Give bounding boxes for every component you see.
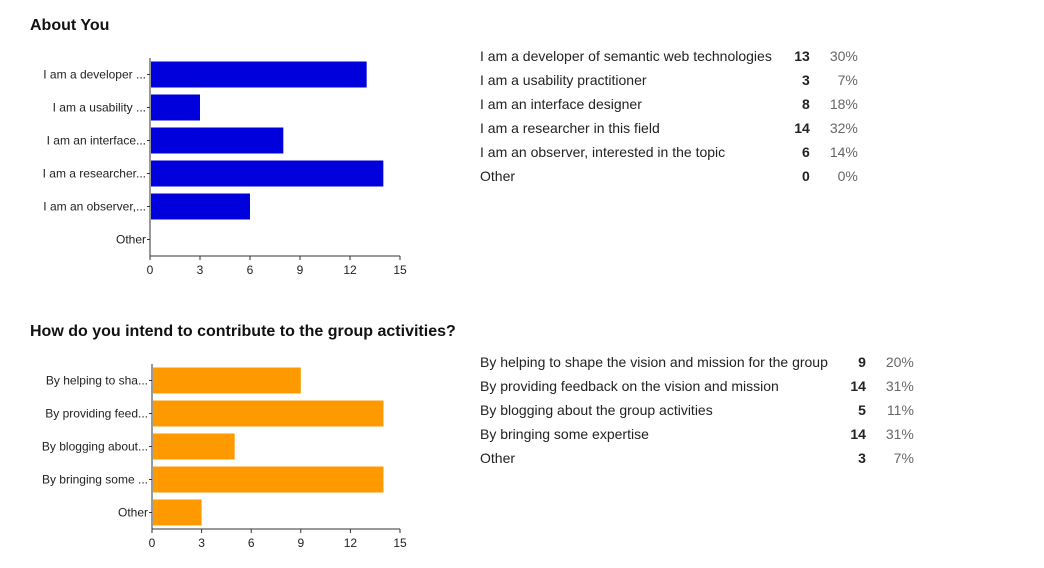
summary-count: 14	[850, 378, 866, 394]
x-tick-label: 9	[297, 536, 304, 550]
bar	[153, 466, 384, 493]
category-label: Other	[116, 233, 146, 247]
contribution-bar-chart: By helping to sha... By providing feed...…	[42, 364, 407, 550]
summary-count: 9	[858, 354, 866, 370]
summary-label: By bringing some expertise	[480, 426, 649, 442]
summary-percent: 14%	[829, 144, 858, 160]
category-label: By providing feed...	[45, 407, 148, 421]
category-label: Other	[118, 506, 148, 520]
x-tick-label: 15	[393, 263, 407, 277]
category-label: I am a usability ...	[53, 101, 146, 115]
summary-count: 5	[858, 402, 866, 418]
x-tick-label: 12	[344, 536, 358, 550]
summary-row: Other 0 0%	[480, 164, 858, 188]
summary-label: I am a developer of semantic web technol…	[480, 48, 772, 64]
summary-percent: 18%	[829, 96, 858, 112]
summary-label: I am an observer, interested in the topi…	[480, 144, 726, 160]
x-tick-label: 9	[297, 263, 304, 277]
summary-row: By providing feedback on the vision and …	[480, 374, 914, 398]
summary-percent: 11%	[886, 402, 914, 418]
summary-row: Other 3 7%	[480, 446, 914, 470]
summary-row: By helping to shape the vision and missi…	[480, 350, 914, 374]
summary-row: By blogging about the group activities 5 1…	[480, 398, 914, 422]
category-label: By bringing some ...	[42, 473, 148, 487]
summary-count: 14	[794, 120, 810, 136]
summary-count: 6	[802, 144, 810, 160]
bar	[151, 61, 367, 88]
summary-row: I am a developer of semantic web technol…	[480, 44, 858, 68]
category-label: I am a researcher...	[43, 167, 146, 181]
summary-label: Other	[480, 168, 516, 184]
summary-row: By bringing some expertise 14 31%	[480, 422, 914, 446]
contribution-summary-table: By helping to shape the vision and missi…	[480, 350, 914, 470]
summary-row: I am a usability practitioner 3 7%	[480, 68, 858, 92]
x-tick-label: 15	[393, 536, 407, 550]
bar	[153, 433, 235, 460]
summary-label: By helping to shape the vision and missi…	[480, 354, 828, 370]
summary-label: I am an interface designer	[480, 96, 642, 112]
summary-row: I am an observer, interested in the topi…	[480, 140, 858, 164]
summary-label: By providing feedback on the vision and …	[480, 378, 779, 394]
x-tick-label: 3	[198, 536, 205, 550]
summary-count: 13	[794, 48, 810, 64]
bar	[151, 94, 200, 121]
summary-percent: 0%	[837, 168, 858, 184]
summary-label: Other	[480, 450, 516, 466]
summary-percent: 7%	[893, 450, 914, 466]
summary-percent: 20%	[885, 354, 914, 370]
summary-row: I am a researcher in this field 14 32%	[480, 116, 858, 140]
section-title-about-you: About You	[30, 17, 110, 34]
summary-row: I am an interface designer 8 18%	[480, 92, 858, 116]
x-tick-label: 3	[197, 263, 204, 277]
about-you-bar-chart: I am a developer ... I am a usability ...…	[43, 58, 407, 277]
category-label: I am an interface...	[47, 134, 146, 148]
summary-percent: 31%	[885, 378, 914, 394]
x-tick-label: 0	[149, 536, 156, 550]
bar	[151, 193, 250, 220]
bar	[153, 499, 202, 526]
x-tick-label: 6	[248, 536, 255, 550]
category-label: I am a developer ...	[43, 68, 146, 82]
x-tick-label: 6	[247, 263, 254, 277]
summary-percent: 31%	[885, 426, 914, 442]
summary-count: 14	[850, 426, 866, 442]
bar	[153, 400, 384, 427]
summary-percent: 32%	[829, 120, 858, 136]
summary-label: I am a usability practitioner	[480, 72, 647, 88]
x-tick-label: 12	[343, 263, 357, 277]
about-you-summary-table: I am a developer of semantic web technol…	[480, 44, 858, 188]
summary-count: 3	[802, 72, 810, 88]
summary-count: 0	[802, 168, 810, 184]
summary-label: By blogging about the group activities	[480, 402, 713, 418]
category-label: By helping to sha...	[46, 374, 148, 388]
summary-label: I am a researcher in this field	[480, 120, 660, 136]
category-label: By blogging about...	[42, 440, 148, 454]
section-title-contribution: How do you intend to contribute to the g…	[30, 323, 456, 340]
summary-percent: 7%	[837, 72, 858, 88]
summary-percent: 30%	[829, 48, 858, 64]
summary-count: 3	[858, 450, 866, 466]
x-tick-label: 0	[147, 263, 154, 277]
bar	[151, 127, 284, 154]
bar	[151, 160, 384, 187]
summary-count: 8	[802, 96, 810, 112]
bar	[153, 367, 301, 394]
category-label: I am an observer,...	[43, 200, 146, 214]
